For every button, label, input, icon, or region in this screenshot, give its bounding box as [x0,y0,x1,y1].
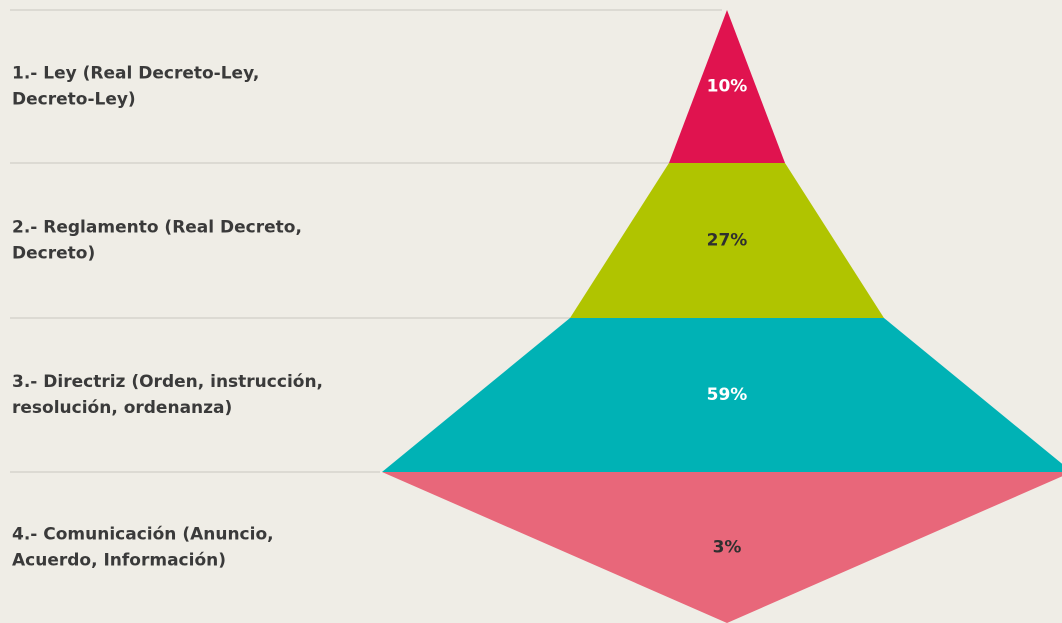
value-label: 27% [707,231,748,251]
category-label: 4.- Comunicación (Anuncio, [12,525,274,545]
category-label: 2.- Reglamento (Real Decreto, [12,218,302,238]
category-label: 3.- Directriz (Orden, instrucción, [12,372,323,392]
pyramid-segment [570,163,884,318]
category-label: Decreto-Ley) [12,90,136,110]
value-label: 3% [713,538,742,558]
category-label: Acuerdo, Información) [12,551,226,571]
category-label: resolución, ordenanza) [12,398,232,418]
category-label: Decreto) [12,244,95,264]
value-label: 10% [707,77,748,97]
value-label: 59% [707,385,748,405]
pyramid-segment [669,10,785,163]
category-label: 1.- Ley (Real Decreto-Ley, [12,64,259,84]
pyramid-segment [382,472,1062,623]
pyramid-segment [382,318,1062,472]
